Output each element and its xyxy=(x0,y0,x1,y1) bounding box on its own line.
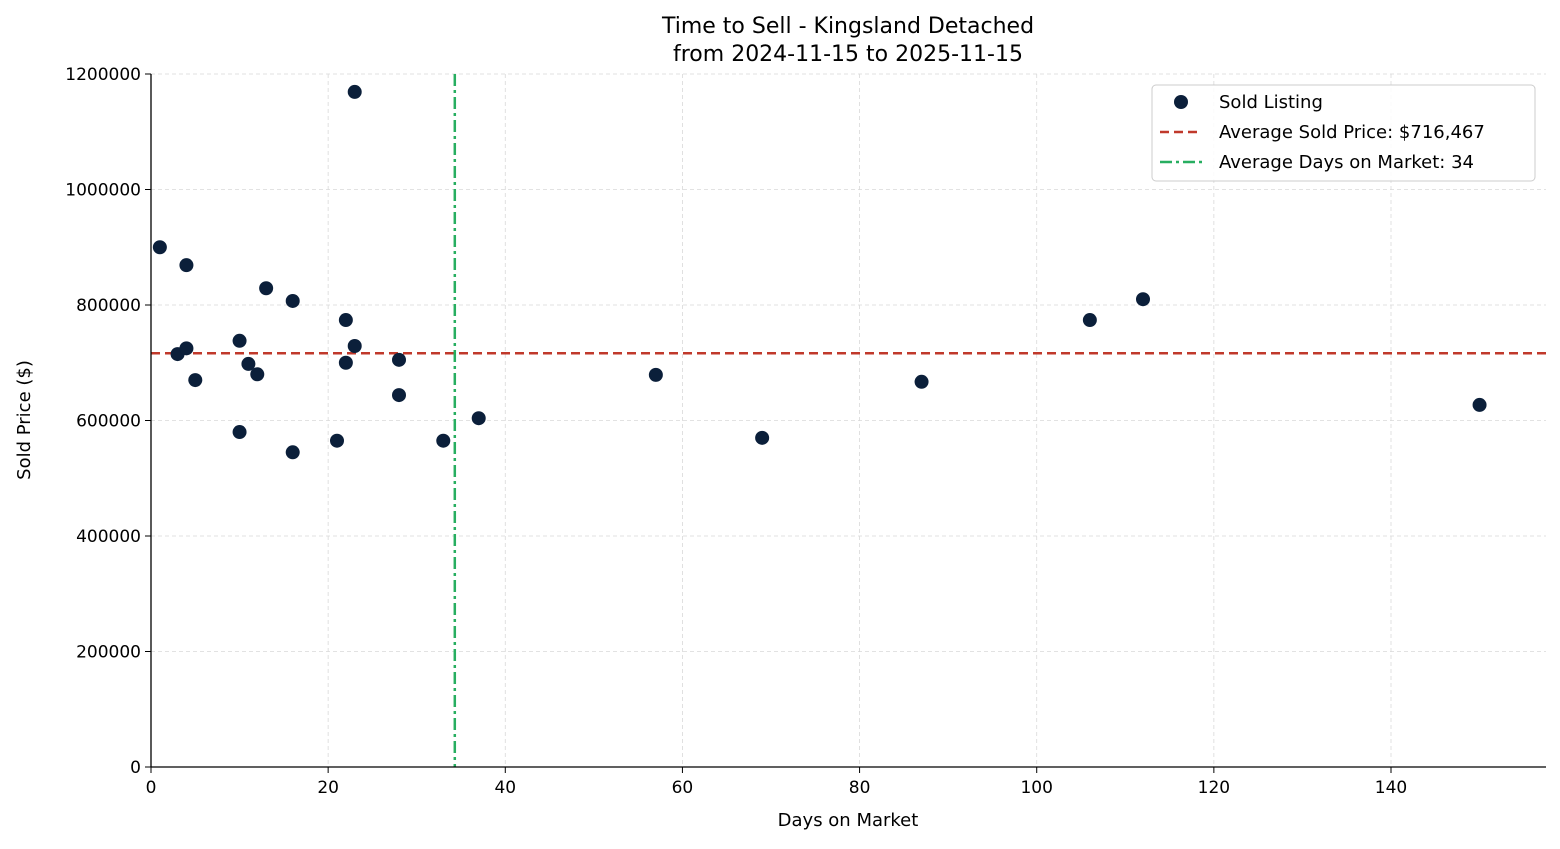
data-point xyxy=(232,425,247,440)
data-point xyxy=(152,240,167,255)
x-tick-label: 140 xyxy=(1375,778,1407,798)
data-point xyxy=(241,356,256,371)
chart-subtitle: from 2024-11-15 to 2025-11-15 xyxy=(673,42,1023,67)
data-point xyxy=(347,339,362,354)
data-point xyxy=(188,373,203,388)
data-point xyxy=(259,281,274,296)
data-point xyxy=(250,367,265,382)
data-point xyxy=(285,293,300,308)
y-tick-label: 0 xyxy=(130,758,141,778)
data-point xyxy=(179,341,194,356)
data-point xyxy=(648,367,663,382)
x-tick-label: 120 xyxy=(1198,778,1230,798)
y-tick-label: 1000000 xyxy=(65,181,141,201)
data-point xyxy=(914,374,929,389)
y-tick-label: 400000 xyxy=(76,527,141,547)
legend-marker-points xyxy=(1174,95,1188,109)
data-point xyxy=(392,388,406,403)
x-tick-label: 40 xyxy=(494,778,516,798)
data-point xyxy=(1082,313,1097,328)
data-point xyxy=(338,355,353,370)
data-point xyxy=(392,352,406,367)
data-point xyxy=(285,445,300,460)
x-tick-label: 100 xyxy=(1020,778,1052,798)
data-point xyxy=(1136,292,1150,307)
data-point xyxy=(347,84,362,99)
data-point xyxy=(338,313,353,328)
y-tick-label: 600000 xyxy=(76,412,141,432)
x-tick-label: 80 xyxy=(849,778,871,798)
legend-label-avg-price: Average Sold Price: $716,467 xyxy=(1219,122,1485,143)
data-point xyxy=(471,411,486,426)
legend: Sold Listing Average Sold Price: $716,46… xyxy=(1151,84,1536,182)
y-axis-label: Sold Price ($) xyxy=(14,360,35,480)
data-point xyxy=(179,258,194,273)
x-axis-label: Days on Market xyxy=(778,810,919,831)
y-tick-label: 800000 xyxy=(76,296,141,316)
data-point xyxy=(330,433,344,448)
data-point xyxy=(232,333,247,348)
data-point xyxy=(1472,397,1487,412)
data-point xyxy=(755,430,770,445)
x-tick-label: 20 xyxy=(317,778,339,798)
y-tick-label: 1200000 xyxy=(65,65,141,85)
x-tick-label: 60 xyxy=(672,778,694,798)
legend-label-avg-days: Average Days on Market: 34 xyxy=(1219,152,1474,173)
chart-title: Time to Sell - Kingsland Detached xyxy=(661,14,1034,39)
x-tick-label: 0 xyxy=(146,778,157,798)
data-point xyxy=(436,433,451,448)
y-tick-label: 200000 xyxy=(76,643,141,663)
legend-label-points: Sold Listing xyxy=(1219,92,1323,113)
